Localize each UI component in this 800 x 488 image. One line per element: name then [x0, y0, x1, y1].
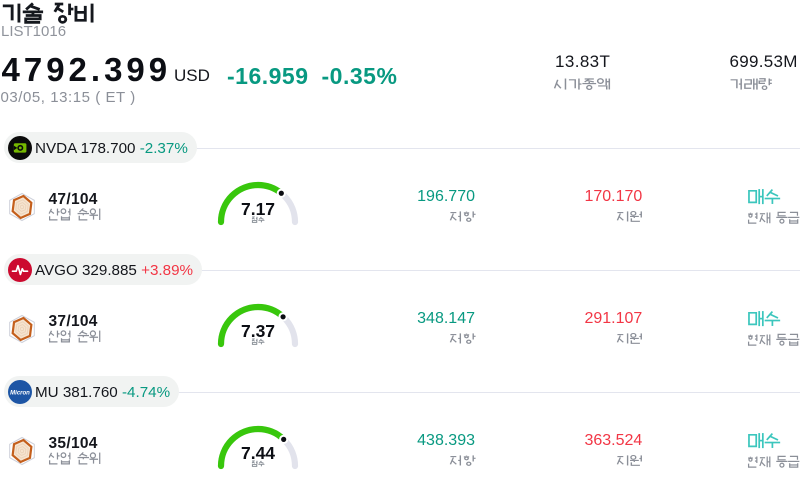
svg-text:Micron: Micron — [10, 390, 30, 396]
